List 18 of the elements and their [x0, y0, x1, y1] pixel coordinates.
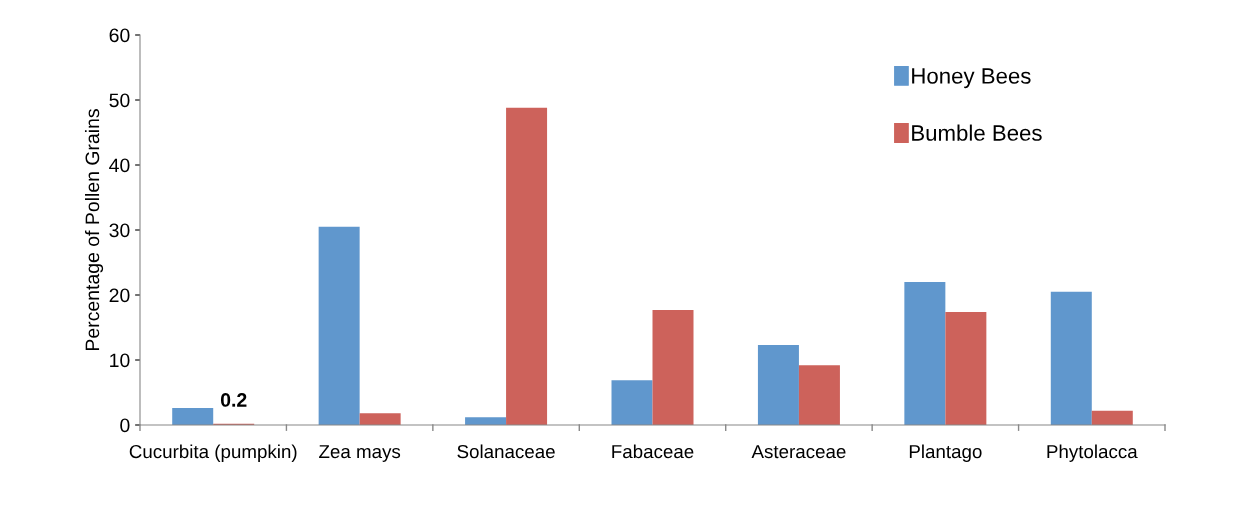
y-tick-label: 10 — [110, 353, 130, 368]
data-label: 0.2 — [220, 393, 247, 407]
y-tick-label: 30 — [109, 223, 130, 238]
x-tick-label: Fabaceae — [612, 444, 694, 459]
x-tick-label: Plantago — [909, 444, 982, 462]
y-axis-title: Percentage of Pollen Grains — [84, 109, 104, 350]
y-tick-label: 20 — [109, 288, 130, 303]
x-tick-label: Asteraceae — [751, 445, 846, 459]
legend-label: Honey Bees — [912, 68, 1031, 89]
y-tick-label: 50 — [109, 93, 130, 108]
x-tick-label: Cucurbita (pumpkin) — [129, 444, 297, 462]
y-tick-label: 0 — [120, 418, 130, 433]
legend-label: Bumble Bees — [912, 124, 1042, 141]
x-tick-label: Zea mays — [319, 445, 401, 462]
x-tick-label: Solanaceae — [457, 444, 555, 459]
y-tick-label: 60 — [109, 28, 130, 43]
x-tick-label: Phytolacca — [1047, 444, 1138, 462]
y-tick-label: 40 — [109, 158, 130, 173]
